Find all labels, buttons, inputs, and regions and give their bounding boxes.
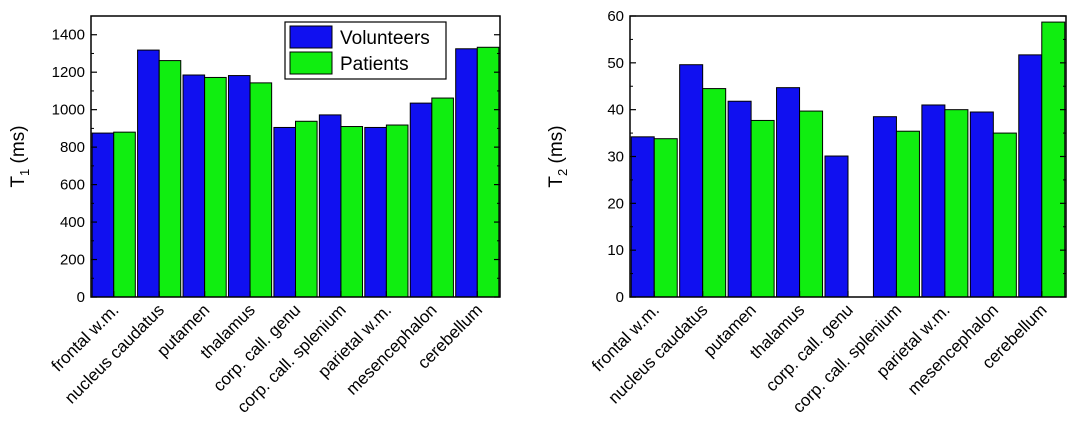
bar-volunteers-1: [679, 64, 704, 298]
legend-label-patients: Patients: [340, 54, 409, 75]
y-axis-title: T2 (ms): [546, 125, 570, 187]
bar-patients-1: [158, 60, 182, 298]
y-tick-label: 600: [60, 177, 85, 194]
y-tick-label: 0: [616, 289, 624, 306]
bar-volunteers-2: [727, 100, 752, 298]
bar-patients-2: [750, 119, 775, 298]
t1-chart: 0 200 400 600 800 1000 1200 1400 frontal w.m.nuc…: [8, 15, 501, 417]
y-tick-label: 50: [607, 55, 624, 72]
x-category-label: corp. call. genu: [762, 300, 857, 395]
bar-volunteers-7: [409, 102, 433, 298]
bar-patients-4: [295, 120, 318, 298]
y-tick-label: 1200: [52, 64, 85, 81]
t2-chart: 0 10 20 30 40 50 60 frontal w.m.nucleus caudatu…: [546, 8, 1067, 417]
bar-patients-3: [249, 82, 273, 298]
y-axis-title: T1 (ms): [8, 125, 32, 187]
bar-volunteers-5: [872, 116, 897, 298]
bar-patients-6: [944, 109, 969, 298]
y-tick-label: 400: [60, 214, 85, 231]
bar-volunteers-6: [921, 104, 946, 298]
bar-patients-1: [702, 88, 727, 298]
legend-label-volunteers: Volunteers: [340, 28, 430, 49]
x-axis: frontal w.m.nucleus caudatusputamenthala…: [48, 291, 486, 417]
bar-patients-6: [385, 124, 409, 298]
bar-volunteers-0: [630, 136, 655, 298]
x-axis: frontal w.m.nucleus caudatusputamenthala…: [588, 291, 1051, 417]
bars-group: [630, 21, 1066, 298]
y-axis: 0 10 20 30 40 50 60: [607, 8, 1066, 306]
legend-swatch-volunteers: [289, 25, 333, 49]
y-axis: 0 200 400 600 800 1000 1200 1400: [52, 27, 500, 306]
bar-patients-5: [895, 130, 920, 298]
y-tick-label: 1400: [52, 27, 85, 44]
bar-volunteers-2: [182, 74, 206, 298]
y-tick-label: 800: [60, 139, 85, 156]
bar-volunteers-3: [227, 75, 251, 298]
y-tick-label: 60: [607, 8, 624, 25]
y-tick-label: 1000: [52, 102, 85, 119]
bar-patients-2: [204, 76, 227, 298]
bar-volunteers-4: [273, 126, 297, 298]
bar-patients-0: [653, 138, 678, 298]
bar-volunteers-1: [137, 49, 160, 298]
y-tick-label: 20: [607, 195, 624, 212]
bar-patients-3: [799, 110, 824, 298]
y-tick-label: 10: [607, 242, 624, 259]
y-tick-label: 40: [607, 102, 624, 119]
bar-patients-7: [431, 97, 454, 298]
bars-group: [91, 46, 500, 298]
bar-volunteers-5: [318, 114, 342, 298]
bar-patients-7: [992, 132, 1017, 298]
bar-patients-5: [340, 126, 364, 298]
bar-volunteers-4: [824, 155, 849, 298]
bar-volunteers-0: [91, 132, 115, 298]
y-tick-label: 200: [60, 252, 85, 269]
bar-volunteers-3: [776, 87, 801, 298]
bar-volunteers-7: [969, 111, 994, 298]
bar-volunteers-6: [364, 126, 387, 298]
bar-volunteers-8: [1018, 54, 1043, 298]
legend: Volunteers Patients: [284, 21, 447, 80]
legend-swatch-patients: [289, 51, 333, 75]
bar-volunteers-8: [455, 48, 478, 298]
bar-patients-0: [113, 131, 136, 298]
y-tick-label: 30: [607, 149, 624, 166]
y-tick-label: 0: [77, 289, 85, 306]
